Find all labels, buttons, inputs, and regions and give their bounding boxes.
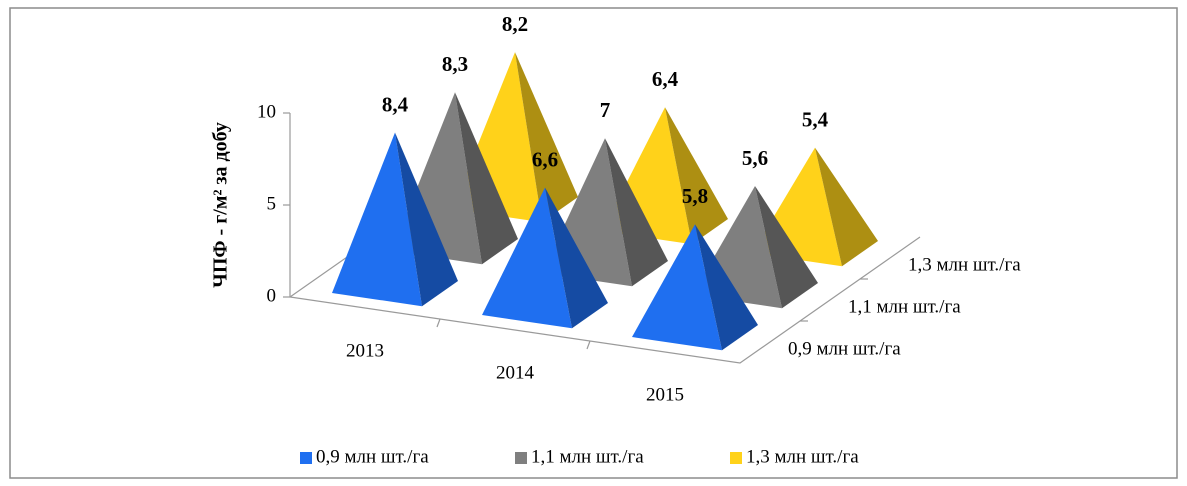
x-tick	[586, 340, 591, 350]
pyramid-side	[605, 138, 668, 287]
y-axis-title: ЧПФ - г/м² за добу	[210, 122, 232, 288]
pyramid-side	[755, 185, 818, 309]
pyramid-front	[482, 187, 572, 329]
x-tick-label: 2015	[646, 384, 684, 405]
pyramid-side	[455, 92, 518, 265]
x-tick-label: 2014	[496, 362, 535, 383]
legend-swatch	[730, 452, 742, 464]
y-tick-label: 5	[267, 193, 277, 214]
value-label: 6,4	[652, 67, 679, 91]
value-label: 6,6	[532, 147, 558, 171]
pyramid-front	[632, 224, 722, 351]
value-label: 8,2	[502, 12, 528, 36]
legend-label: 0,9 млн шт./га	[316, 446, 429, 467]
pyramid-front	[332, 132, 422, 307]
z-tick-label: 0,9 млн шт./га	[788, 338, 901, 359]
legend-label: 1,3 млн шт./га	[746, 446, 859, 467]
pyramid-side	[665, 107, 728, 245]
x-tick-label: 2013	[346, 340, 384, 361]
y-tick-label: 10	[257, 101, 276, 122]
value-label: 5,8	[682, 184, 708, 208]
pyramid-side	[395, 132, 458, 307]
x-tick	[436, 318, 441, 328]
z-tick-label: 1,3 млн шт./га	[908, 254, 1021, 275]
pyramid-side	[695, 224, 758, 351]
pyramid-side	[815, 147, 878, 267]
z-tick-label: 1,1 млн шт./га	[848, 296, 961, 317]
legend-swatch	[515, 452, 527, 464]
legend-label: 1,1 млн шт./га	[531, 446, 644, 467]
legend-swatch	[300, 452, 312, 464]
value-label: 5,4	[802, 107, 829, 131]
pyramid-side	[515, 52, 578, 223]
y-tick-label: 0	[267, 285, 277, 306]
value-label: 5,6	[742, 146, 768, 170]
value-label: 8,4	[382, 92, 409, 116]
value-label: 7	[600, 98, 611, 122]
pyramid-side	[545, 187, 608, 329]
value-label: 8,3	[442, 52, 468, 76]
